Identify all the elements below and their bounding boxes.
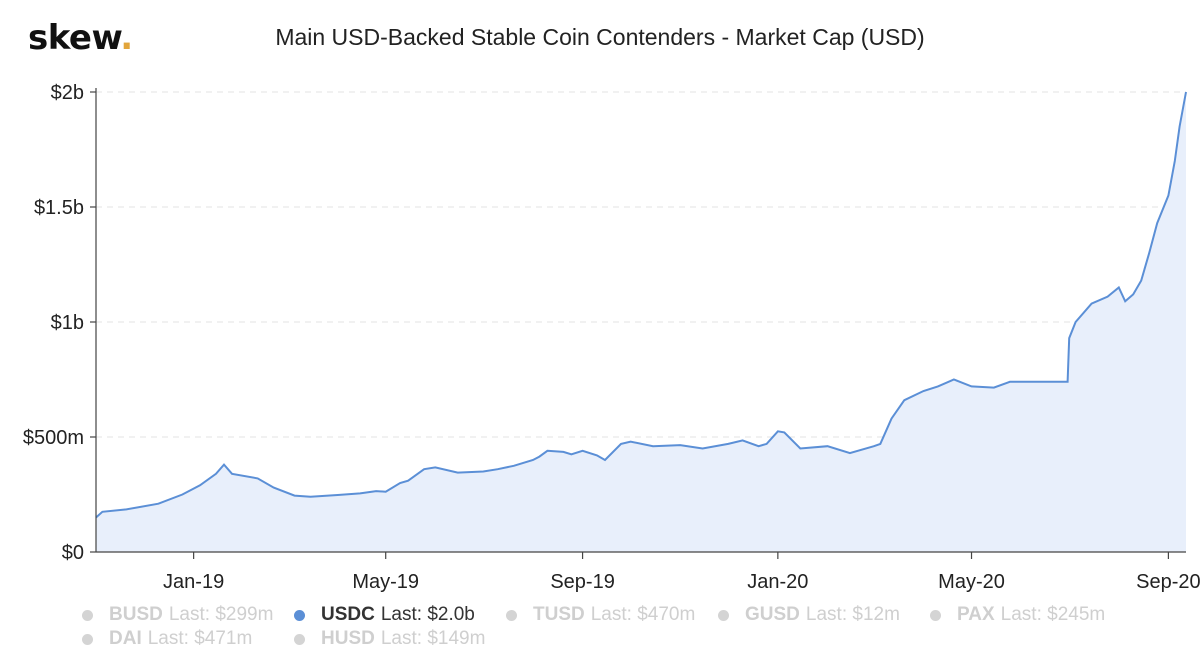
x-tick-label: May-19 <box>352 571 419 593</box>
legend-item-busd[interactable]: BUSD Last: $299m <box>82 604 273 626</box>
legend-item-dai[interactable]: DAI Last: $471m <box>82 628 252 650</box>
legend-item-husd[interactable]: HUSD Last: $149m <box>294 628 485 650</box>
legend-dot-icon <box>930 609 941 621</box>
x-tick-label: May-20 <box>938 571 1005 593</box>
grid-lines <box>96 91 1186 438</box>
legend-dot-icon <box>82 609 93 621</box>
chart-title: Main USD-Backed Stable Coin Contenders -… <box>275 24 925 50</box>
y-tick-label: $1.5b <box>34 197 84 219</box>
x-tick-label: Sep-20 <box>1136 571 1200 593</box>
usdc-area-fill <box>96 92 1186 552</box>
y-tick-label: $1b <box>51 312 84 334</box>
legend-item-pax[interactable]: PAX Last: $245m <box>930 604 1105 626</box>
tick-labels: $0 $500m $1b $1.5b $2b Jan-19 May-19 Sep-19 Jan-… <box>23 82 1200 593</box>
y-tick-label: $0 <box>62 542 84 564</box>
usdc-series-line <box>95 91 1187 519</box>
y-tick-label: $500m <box>23 427 84 449</box>
legend-dot-icon <box>294 633 305 645</box>
x-tick-label: Sep-19 <box>550 571 615 593</box>
x-tick-label: Jan-19 <box>163 571 224 593</box>
legend-dot-icon <box>294 609 305 621</box>
legend-item-tusd[interactable]: TUSD Last: $470m <box>506 604 695 626</box>
legend-dot-icon <box>718 609 729 621</box>
legend-dot-icon <box>506 609 517 621</box>
x-tick-label: Jan-20 <box>747 571 808 593</box>
legend-dot-icon <box>82 633 93 645</box>
legend-item-gusd[interactable]: GUSD Last: $12m <box>718 604 900 626</box>
axes <box>90 88 1186 559</box>
skew-logo: skew. <box>28 18 133 58</box>
y-tick-label: $2b <box>51 82 84 104</box>
legend-item-usdc[interactable]: USDC Last: $2.0b <box>294 604 475 626</box>
